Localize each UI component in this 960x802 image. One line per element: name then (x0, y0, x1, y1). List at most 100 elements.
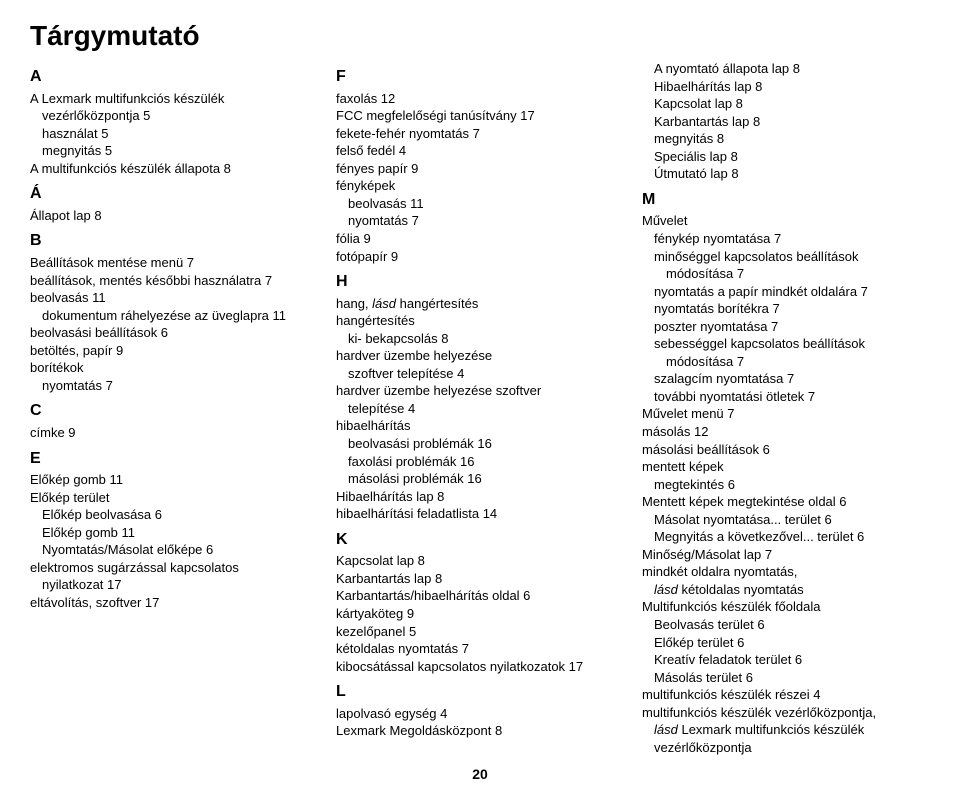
index-entry: nyomtatás 7 (348, 212, 624, 230)
index-entry: borítékok (30, 359, 318, 377)
index-entry: Hibaelhárítás lap 8 (336, 488, 624, 506)
page-title: Tárgymutató (30, 20, 930, 52)
index-entry: módosítása 7 (666, 353, 930, 371)
index-entry: elektromos sugárzással kapcsolatos (30, 559, 318, 577)
index-entry: Karbantartás lap 8 (336, 570, 624, 588)
index-entry: lapolvasó egység 4 (336, 705, 624, 723)
index-entry: lásd kétoldalas nyomtatás (654, 581, 930, 599)
index-entry: másolási problémák 16 (348, 470, 624, 488)
index-entry: nyomtatás borítékra 7 (654, 300, 930, 318)
index-entry: faxolási problémák 16 (348, 453, 624, 471)
index-entry: Előkép terület (30, 489, 318, 507)
index-entry: hibaelhárítási feladatlista 14 (336, 505, 624, 523)
index-entry: beolvasási beállítások 6 (30, 324, 318, 342)
index-entry: telepítése 4 (348, 400, 624, 418)
index-entry: Kapcsolat lap 8 (336, 552, 624, 570)
index-entry: megnyitás 5 (42, 142, 318, 160)
index-entry: fotópapír 9 (336, 248, 624, 266)
index-entry: Mentett képek megtekintése oldal 6 (642, 493, 930, 511)
index-entry: Lexmark Megoldásközpont 8 (336, 722, 624, 740)
index-entry: kétoldalas nyomtatás 7 (336, 640, 624, 658)
index-entry: szalagcím nyomtatása 7 (654, 370, 930, 388)
index-entry: lásd Lexmark multifunkciós készülék (654, 721, 930, 739)
index-entry: multifunkciós készülék vezérlőközpontja, (642, 704, 930, 722)
index-entry: multifunkciós készülék részei 4 (642, 686, 930, 704)
index-entry: használat 5 (42, 125, 318, 143)
index-entry: Nyomtatás/Másolat előképe 6 (42, 541, 318, 559)
index-entry: Multifunkciós készülék főoldala (642, 598, 930, 616)
index-entry: megtekintés 6 (654, 476, 930, 494)
index-entry: nyilatkozat 17 (42, 576, 318, 594)
index-entry: kibocsátással kapcsolatos nyilatkozatok … (336, 658, 624, 676)
index-entry: Speciális lap 8 (654, 148, 930, 166)
index-entry: vezérlőközpontja 5 (42, 107, 318, 125)
index-entry: dokumentum ráhelyezése az üveglapra 11 (42, 307, 318, 325)
index-entry: címke 9 (30, 424, 318, 442)
index-entry: beolvasási problémák 16 (348, 435, 624, 453)
index-entry: Művelet (642, 212, 930, 230)
index-entry: sebességgel kapcsolatos beállítások (654, 335, 930, 353)
index-entry: Művelet menü 7 (642, 405, 930, 423)
index-entry: faxolás 12 (336, 90, 624, 108)
index-entry: betöltés, papír 9 (30, 342, 318, 360)
index-entry: fényképek (336, 177, 624, 195)
index-entry: Minőség/Másolat lap 7 (642, 546, 930, 564)
index-section-letter: B (30, 230, 318, 252)
index-entry: fényes papír 9 (336, 160, 624, 178)
index-entry: nyomtatás a papír mindkét oldalára 7 (654, 283, 930, 301)
index-entry: kártyaköteg 9 (336, 605, 624, 623)
index-entry: Előkép terület 6 (654, 634, 930, 652)
index-entry: másolás 12 (642, 423, 930, 441)
page-number: 20 (30, 766, 930, 782)
index-entry: Előkép gomb 11 (42, 524, 318, 542)
index-entry: fénykép nyomtatása 7 (654, 230, 930, 248)
index-entry: szoftver telepítése 4 (348, 365, 624, 383)
index-section-letter: K (336, 529, 624, 551)
index-entry: Előkép gomb 11 (30, 471, 318, 489)
index-entry: Kapcsolat lap 8 (654, 95, 930, 113)
index-entry: nyomtatás 7 (42, 377, 318, 395)
index-entry: hardver üzembe helyezése szoftver (336, 382, 624, 400)
index-entry: Karbantartás lap 8 (654, 113, 930, 131)
index-section-letter: Á (30, 183, 318, 205)
column-2: Ffaxolás 12FCC megfelelőségi tanúsítvány… (336, 60, 624, 756)
index-entry: felső fedél 4 (336, 142, 624, 160)
column-1: A A Lexmark multifunkciós készülékvezérlő… (30, 60, 318, 756)
index-entry: Másolás terület 6 (654, 669, 930, 687)
index-entry: kezelőpanel 5 (336, 623, 624, 641)
index-entry: FCC megfelelőségi tanúsítvány 17 (336, 107, 624, 125)
index-entry: Karbantartás/hibaelhárítás oldal 6 (336, 587, 624, 605)
index-entry: beolvasás 11 (348, 195, 624, 213)
index-entry: hardver üzembe helyezése (336, 347, 624, 365)
index-section-letter: E (30, 448, 318, 470)
column-3: A nyomtató állapota lap 8Hibaelhárítás l… (642, 60, 930, 756)
index-entry: Útmutató lap 8 (654, 165, 930, 183)
index-entry: vezérlőközpontja (654, 739, 930, 757)
index-entry: Beolvasás terület 6 (654, 616, 930, 634)
index-entry: Beállítások mentése menü 7 (30, 254, 318, 272)
index-section-letter: C (30, 400, 318, 422)
index-entry: Másolat nyomtatása... terület 6 (654, 511, 930, 529)
index-section-letter: A (30, 66, 318, 88)
index-entry: A nyomtató állapota lap 8 (654, 60, 930, 78)
index-entry: beolvasás 11 (30, 289, 318, 307)
index-columns: AA Lexmark multifunkciós készülékvezérlő… (30, 60, 930, 756)
index-entry: beállítások, mentés későbbi használatra … (30, 272, 318, 290)
index-entry: A Lexmark multifunkciós készülék (30, 90, 318, 108)
index-section-letter: H (336, 271, 624, 293)
index-entry: Állapot lap 8 (30, 207, 318, 225)
index-entry: hang, lásd hangértesítés (336, 295, 624, 313)
index-section-letter: F (336, 66, 624, 88)
index-section-letter: M (642, 189, 930, 211)
index-entry: Kreatív feladatok terület 6 (654, 651, 930, 669)
index-entry: fekete-fehér nyomtatás 7 (336, 125, 624, 143)
index-entry: poszter nyomtatása 7 (654, 318, 930, 336)
index-section-letter: L (336, 681, 624, 703)
index-entry: Megnyitás a következővel... terület 6 (654, 528, 930, 546)
index-entry: hangértesítés (336, 312, 624, 330)
index-entry: ki- bekapcsolás 8 (348, 330, 624, 348)
index-entry: módosítása 7 (666, 265, 930, 283)
index-entry: Előkép beolvasása 6 (42, 506, 318, 524)
index-entry: fólia 9 (336, 230, 624, 248)
index-entry: minőséggel kapcsolatos beállítások (654, 248, 930, 266)
